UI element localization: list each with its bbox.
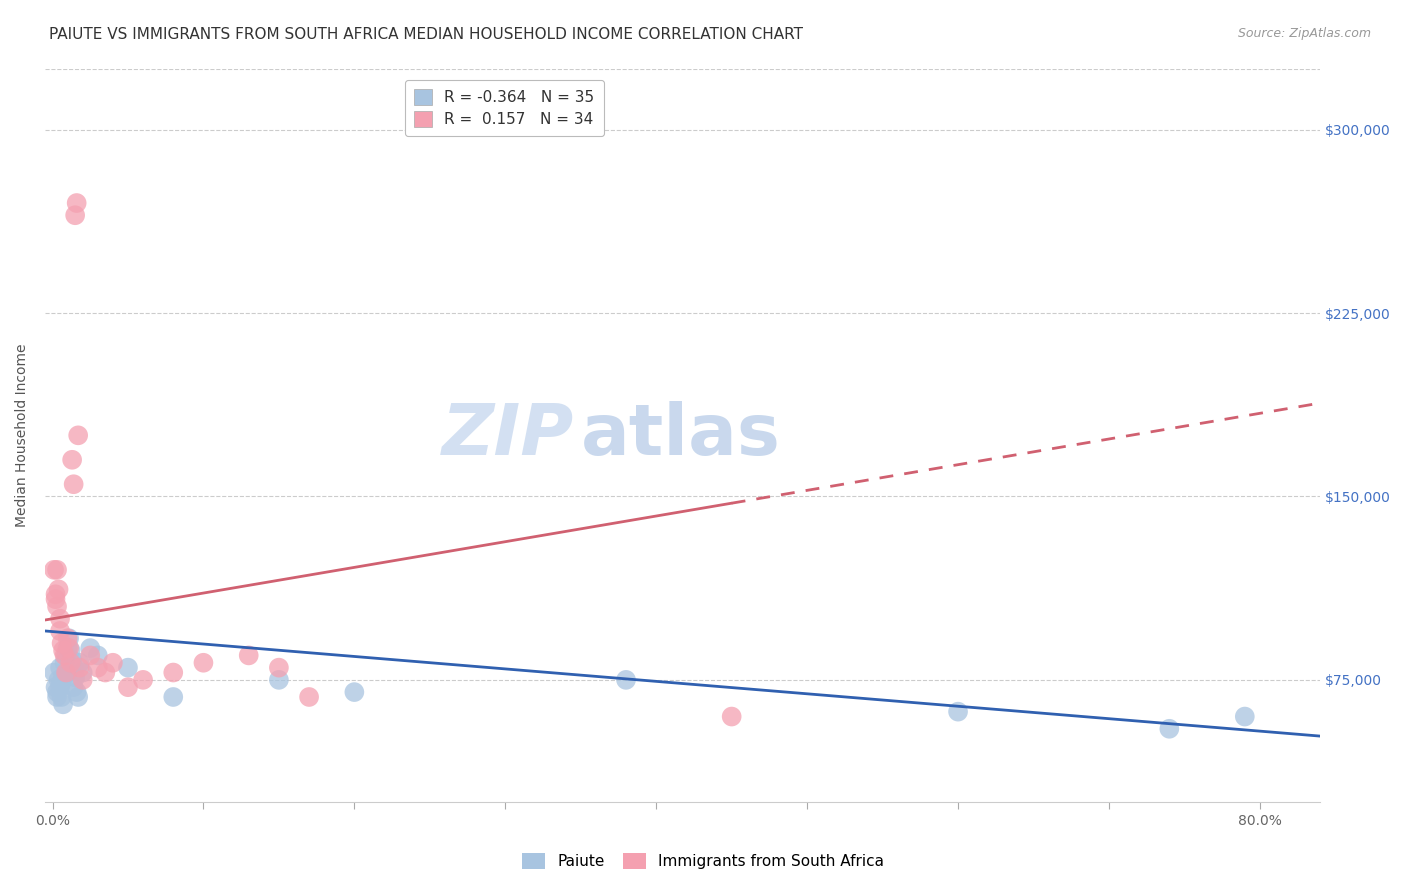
Point [52, 643, 75, 657]
Text: ZIP: ZIP [441, 401, 574, 470]
Point [46, 690, 69, 704]
Point [49, 680, 72, 694]
Point [46, 685, 69, 699]
Point [58, 641, 80, 656]
Point [1233, 709, 1256, 723]
Point [238, 648, 260, 663]
Point [79, 641, 101, 656]
Point [162, 665, 184, 680]
Point [193, 656, 215, 670]
Point [42, 665, 65, 680]
Y-axis label: Median Household Income: Median Household Income [15, 343, 30, 527]
Point [55, 665, 77, 680]
Point [62, 477, 84, 491]
Legend: Paiute, Immigrants from South Africa: Paiute, Immigrants from South Africa [516, 847, 890, 875]
Point [44, 680, 66, 694]
Point [53, 648, 76, 663]
Point [720, 709, 742, 723]
Point [94, 665, 117, 680]
Point [44, 592, 66, 607]
Point [267, 660, 290, 674]
Point [946, 705, 969, 719]
Point [69, 656, 91, 670]
Point [117, 680, 139, 694]
Legend: R = -0.364   N = 35, R =  0.157   N = 34: R = -0.364 N = 35, R = 0.157 N = 34 [405, 79, 603, 136]
Point [60, 653, 83, 667]
Point [63, 208, 86, 222]
Point [55, 648, 77, 663]
Point [52, 670, 75, 684]
Point [72, 673, 94, 687]
Point [51, 690, 73, 704]
Point [44, 587, 66, 601]
Point [67, 690, 90, 704]
Point [59, 643, 82, 657]
Point [101, 656, 124, 670]
Text: Source: ZipAtlas.com: Source: ZipAtlas.com [1237, 27, 1371, 40]
Point [53, 656, 76, 670]
Point [52, 698, 75, 712]
Point [162, 690, 184, 704]
Point [267, 673, 290, 687]
Point [56, 641, 79, 656]
Point [49, 624, 72, 638]
Point [62, 660, 84, 674]
Point [66, 196, 89, 211]
Point [67, 428, 90, 442]
Point [46, 563, 69, 577]
Point [117, 660, 139, 674]
Point [60, 452, 83, 467]
Point [56, 665, 79, 680]
Text: PAIUTE VS IMMIGRANTS FROM SOUTH AFRICA MEDIAN HOUSEHOLD INCOME CORRELATION CHART: PAIUTE VS IMMIGRANTS FROM SOUTH AFRICA M… [49, 27, 803, 42]
Point [343, 685, 366, 699]
Point [132, 673, 155, 687]
Point [1159, 722, 1181, 736]
Point [58, 632, 80, 646]
Point [614, 673, 637, 687]
Text: atlas: atlas [581, 401, 780, 470]
Point [72, 665, 94, 680]
Point [298, 690, 321, 704]
Point [56, 632, 79, 646]
Point [49, 612, 72, 626]
Point [51, 675, 73, 690]
Point [87, 648, 110, 663]
Point [49, 660, 72, 674]
Point [79, 648, 101, 663]
Point [69, 660, 91, 674]
Point [59, 656, 82, 670]
Point [63, 670, 86, 684]
Point [51, 636, 73, 650]
Point [48, 673, 70, 687]
Point [48, 582, 70, 597]
Point [87, 660, 110, 674]
Point [66, 685, 89, 699]
Point [46, 599, 69, 614]
Point [42, 563, 65, 577]
Point [62, 680, 84, 694]
